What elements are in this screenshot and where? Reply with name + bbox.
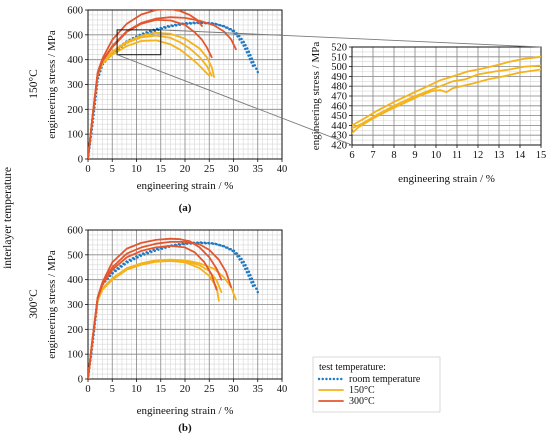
y-tick-label: 0 [78, 155, 83, 166]
y-tick-label: 300 [67, 300, 83, 311]
y-tick-label: 300 [67, 80, 83, 91]
y-tick-label: 100 [67, 130, 83, 141]
x-tick-label: 40 [277, 164, 288, 175]
y-tick-label: 200 [67, 325, 83, 336]
series-line-c300-7 [88, 10, 203, 159]
y-tick-label: 420 [331, 141, 347, 152]
x-tick-label: 35 [253, 384, 264, 395]
panel-0: 0 5 10 15 20 25 30 35 400100200300400500600engin… [46, 6, 287, 215]
y-tick-label: 400 [67, 55, 83, 66]
x-tick-label: 12 [473, 150, 484, 161]
y-tick-label: 480 [331, 82, 347, 93]
legend-label-room: room temperature [349, 374, 421, 385]
x-tick-label: 10 [131, 164, 142, 175]
row-label-300c: 300°C [28, 289, 40, 319]
x-tick-label: 11 [452, 150, 462, 161]
series-line-c150-2 [352, 55, 541, 127]
x-tick-label: 6 [349, 150, 354, 161]
x-tick-label: 8 [391, 150, 396, 161]
x-tick-label: 14 [515, 150, 526, 161]
x-tick-label: 35 [253, 164, 264, 175]
x-tick-label: 0 [85, 384, 90, 395]
panel-1: 6 7 8 9 10 11 12 13 14 15 420430440450460470480490… [310, 42, 546, 185]
panel-2: 0 5 10 15 20 25 30 35 400100200300400500600engin… [46, 226, 287, 435]
x-tick-label: 25 [204, 384, 215, 395]
x-tick-label: 30 [228, 164, 239, 175]
y-tick-label: 510 [331, 52, 347, 63]
y-tick-label: 460 [331, 101, 347, 112]
zoom-connector-top [160, 29, 542, 48]
series-group [88, 10, 259, 159]
series-group [88, 237, 259, 379]
x-tick-label: 15 [156, 384, 167, 395]
x-tick-label: 30 [228, 384, 239, 395]
panel-label: (b) [178, 422, 192, 434]
x-tick-label: 20 [180, 164, 191, 175]
series-line-room-1 [88, 241, 255, 379]
x-axis-title: engineering strain / % [137, 405, 234, 417]
zoom-region-box [116, 29, 162, 56]
x-tick-label: 20 [180, 384, 191, 395]
x-axis-title: engineering strain / % [137, 180, 234, 192]
x-tick-label: 9 [412, 150, 417, 161]
y-axis-title: engineering stress / MPa [46, 30, 58, 139]
y-tick-label: 440 [331, 121, 347, 132]
x-tick-label: 40 [277, 384, 288, 395]
y-tick-label: 490 [331, 72, 347, 83]
y-tick-label: 520 [331, 43, 347, 54]
x-tick-label: 0 [85, 164, 90, 175]
y-tick-label: 500 [67, 250, 83, 261]
x-tick-label: 5 [110, 164, 115, 175]
legend-box [312, 356, 441, 413]
y-tick-label: 500 [331, 62, 347, 73]
y-axis-title: engineering stress / MPa [310, 42, 322, 151]
x-tick-label: 7 [370, 150, 375, 161]
series-line-room-1 [88, 21, 255, 159]
series-line-c300-7 [88, 237, 223, 379]
x-axis-title: engineering strain / % [398, 173, 495, 185]
y-tick-label: 470 [331, 92, 347, 103]
y-tick-label: 600 [67, 6, 83, 17]
x-tick-label: 15 [536, 150, 547, 161]
series-group [352, 55, 541, 135]
x-tick-label: 25 [204, 164, 215, 175]
legend-label-c150: 150°C [349, 385, 375, 396]
x-tick-label: 15 [156, 164, 167, 175]
panel-label: (a) [179, 202, 192, 214]
series-line-c150-0 [352, 68, 541, 135]
y-tick-label: 100 [67, 350, 83, 361]
y-tick-label: 0 [78, 375, 83, 386]
y-tick-label: 430 [331, 131, 347, 142]
row-label-150c: 150°C [28, 69, 40, 99]
y-tick-label: 450 [331, 111, 347, 122]
x-tick-label: 13 [494, 150, 505, 161]
legend-title: test temperature: [319, 362, 386, 373]
y-tick-label: 500 [67, 30, 83, 41]
y-tick-label: 200 [67, 105, 83, 116]
legend-label-c300: 300°C [349, 396, 375, 407]
interlayer-temperature-label: interlayer temperature [2, 167, 14, 269]
x-tick-label: 5 [110, 384, 115, 395]
x-tick-label: 10 [431, 150, 442, 161]
series-line-c150-1 [352, 64, 541, 130]
y-tick-label: 600 [67, 226, 83, 237]
zoom-connector-bottom [116, 54, 353, 146]
x-tick-label: 10 [131, 384, 142, 395]
y-tick-label: 400 [67, 275, 83, 286]
y-axis-title: engineering stress / MPa [46, 250, 58, 359]
legend: test temperature:room temperature150°C30… [312, 356, 441, 413]
